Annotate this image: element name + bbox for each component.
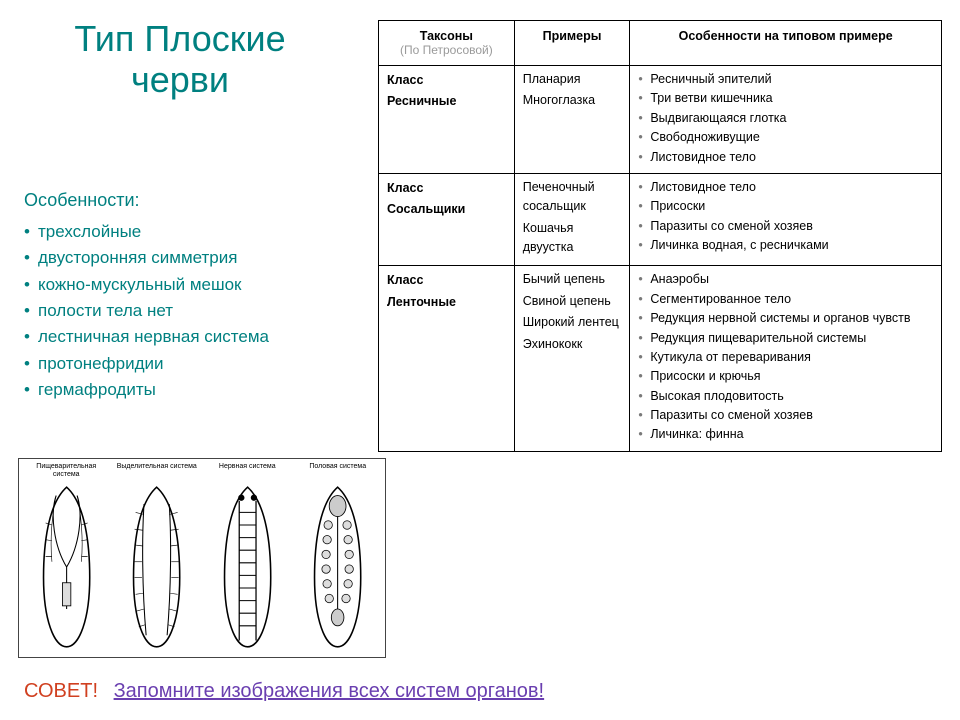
diagram-digestive: Пищеварительная система xyxy=(25,463,108,651)
feature-item: кожно-мускульный мешок xyxy=(24,272,334,298)
nervous-icon xyxy=(206,483,289,651)
excretory-icon xyxy=(115,483,198,651)
class-cell: Класс Ленточные xyxy=(379,266,515,451)
feature-item: лестничная нервная система xyxy=(24,324,334,350)
feature-item: гермафродиты xyxy=(24,377,334,403)
organ-systems-diagram: Пищеварительная система Выделительная си… xyxy=(18,458,386,658)
table-row: Класс Ресничные Планария Многоглазка Рес… xyxy=(379,66,942,174)
features-heading: Особенности: xyxy=(24,190,334,211)
diagram-nervous: Нервная система xyxy=(206,463,289,651)
table-row: Класс Сосальщики Печеночный сосальщик Ко… xyxy=(379,173,942,266)
reproductive-icon xyxy=(296,483,379,651)
col-examples: Примеры xyxy=(514,21,630,66)
diagram-excretory: Выделительная система xyxy=(115,463,198,651)
advice-word: СОВЕТ! xyxy=(24,680,98,702)
diagram-label: Выделительная система xyxy=(117,463,197,481)
class-cell: Класс Сосальщики xyxy=(379,173,515,266)
chars-cell: Анаэробы Сегментированное тело Редукция … xyxy=(630,266,942,451)
table-header-row: Таксоны (По Петросовой) Примеры Особенно… xyxy=(379,21,942,66)
examples-cell: Планария Многоглазка xyxy=(514,66,630,174)
chars-cell: Ресничный эпителий Три ветви кишечника В… xyxy=(630,66,942,174)
advice-text: Запомните изображения всех систем органо… xyxy=(114,680,545,702)
feature-item: трехслойные xyxy=(24,219,334,245)
col-characteristics: Особенности на типовом примере xyxy=(630,21,942,66)
col-taxon: Таксоны (По Петросовой) xyxy=(379,21,515,66)
features-list: трехслойные двусторонняя симметрия кожно… xyxy=(24,219,334,403)
advice-line: СОВЕТ! Запомните изображения всех систем… xyxy=(24,680,544,703)
page-title: Тип Плоские черви xyxy=(40,18,320,101)
col-taxon-sub: (По Петросовой) xyxy=(383,43,510,57)
diagram-label: Нервная система xyxy=(219,463,276,481)
digestive-icon xyxy=(25,483,108,651)
features-block: Особенности: трехслойные двусторонняя си… xyxy=(24,190,334,403)
diagram-reproductive: Половая система xyxy=(296,463,379,651)
chars-cell: Листовидное тело Присоски Паразиты со см… xyxy=(630,173,942,266)
examples-cell: Бычий цепень Свиной цепень Широкий ленте… xyxy=(514,266,630,451)
feature-item: полости тела нет xyxy=(24,298,334,324)
feature-item: двусторонняя симметрия xyxy=(24,245,334,271)
feature-item: протонефридии xyxy=(24,351,334,377)
table-row: Класс Ленточные Бычий цепень Свиной цепе… xyxy=(379,266,942,451)
taxonomy-table: Таксоны (По Петросовой) Примеры Особенно… xyxy=(378,20,942,452)
examples-cell: Печеночный сосальщик Кошачья двуустка xyxy=(514,173,630,266)
diagram-label: Пищеварительная система xyxy=(25,463,108,481)
diagram-label: Половая система xyxy=(309,463,366,481)
class-cell: Класс Ресничные xyxy=(379,66,515,174)
